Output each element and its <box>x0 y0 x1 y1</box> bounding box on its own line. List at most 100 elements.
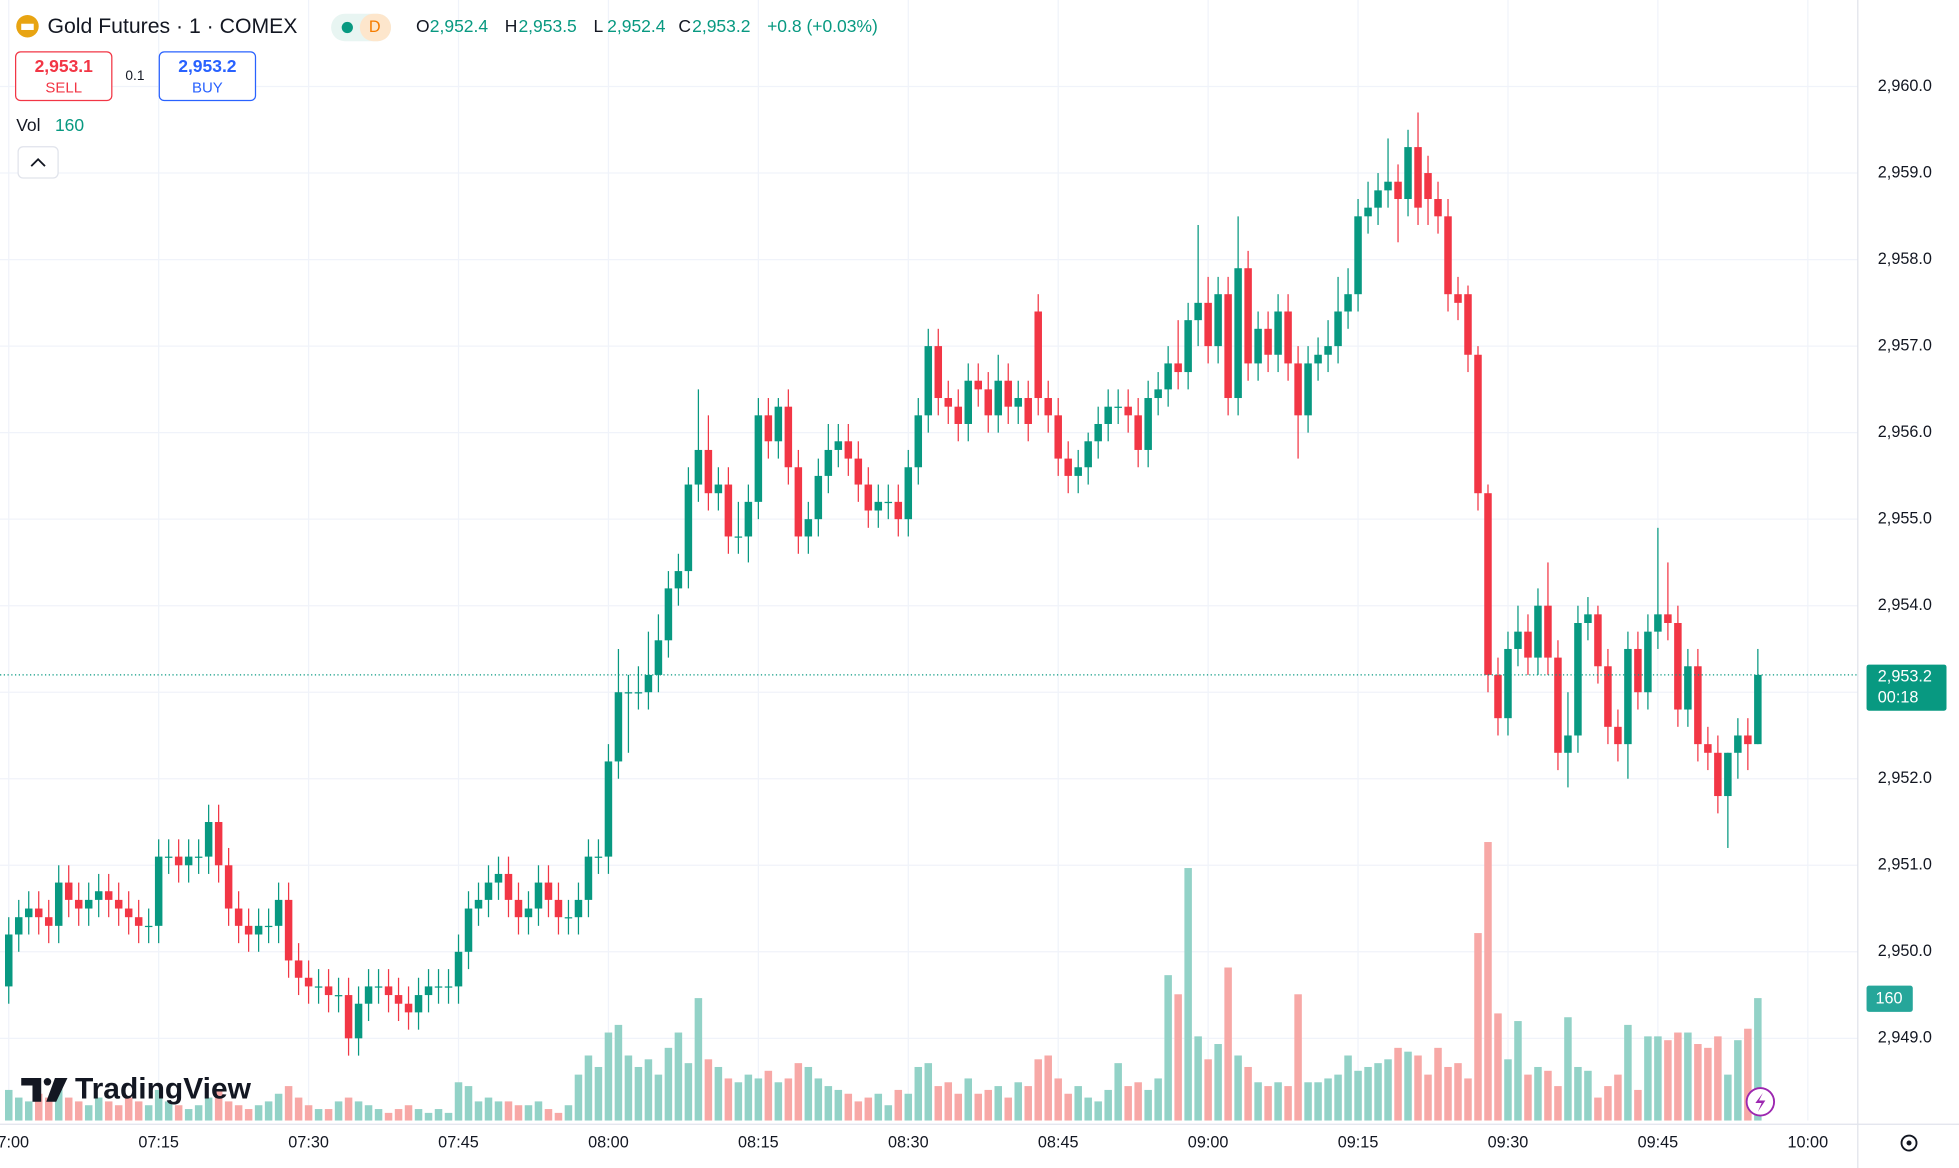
candle-body <box>874 501 883 511</box>
candle-body <box>834 441 843 450</box>
candle-body <box>334 995 343 997</box>
volume-bar <box>554 1112 563 1121</box>
x-tick-label: 09:00 <box>1188 1133 1229 1151</box>
volume-bar <box>1024 1086 1032 1121</box>
candle-body <box>164 856 173 858</box>
volume-bar <box>304 1105 313 1121</box>
candle-body <box>94 891 103 900</box>
candle-body <box>1414 147 1422 208</box>
candle-body <box>1394 181 1402 200</box>
buy-price: 2,953.2 <box>178 56 237 76</box>
buy-label: BUY <box>192 80 223 97</box>
candle-body <box>784 406 793 468</box>
volume-bar <box>724 1078 733 1121</box>
volume-bar <box>94 1097 103 1121</box>
candle-body <box>944 398 953 407</box>
volume-bar <box>294 1097 303 1121</box>
volume-bar <box>864 1097 873 1121</box>
volume-bar <box>834 1089 843 1121</box>
candle-body <box>1524 631 1532 658</box>
candle-body <box>254 925 263 935</box>
collapse-button[interactable] <box>17 146 59 179</box>
candle-body <box>714 484 723 494</box>
spread: 0.1 <box>125 68 144 83</box>
candle-body <box>1044 398 1052 416</box>
volume-bar <box>1504 1059 1512 1121</box>
volume-bar <box>124 1097 133 1121</box>
candle-body <box>1444 216 1452 295</box>
volume-bar <box>904 1093 913 1121</box>
volume-bar <box>464 1086 473 1121</box>
volume-bar <box>654 1074 663 1121</box>
candle-body <box>614 692 623 762</box>
candle-body <box>14 917 23 935</box>
volume-bar <box>614 1024 623 1121</box>
x-tick-label: 09:30 <box>1488 1133 1529 1151</box>
candle-body <box>344 995 353 1039</box>
candle-body <box>1484 493 1492 675</box>
candle-body <box>244 925 253 935</box>
watermark-text: TradingView <box>75 1072 252 1105</box>
candle-body <box>1374 190 1382 208</box>
candle-body <box>1284 311 1292 364</box>
candle-body <box>354 1003 363 1039</box>
candle-body <box>974 380 982 390</box>
volume-bar <box>434 1109 443 1121</box>
candle-body <box>744 501 753 537</box>
volume-bar <box>1154 1078 1162 1121</box>
volume-bar <box>1054 1078 1062 1121</box>
volume-bar <box>1294 994 1302 1121</box>
candle-body <box>504 873 513 900</box>
volume-bar <box>1194 1036 1202 1121</box>
candle-body <box>774 406 783 442</box>
candle-body <box>1334 311 1342 347</box>
volume-bar <box>1314 1082 1322 1121</box>
buy-button[interactable] <box>158 51 257 102</box>
volume-indicator-label[interactable]: Vol <box>16 115 40 135</box>
candle-body <box>1534 605 1542 658</box>
volume-bar <box>274 1093 283 1121</box>
candle-body <box>174 856 183 866</box>
candle-body <box>514 899 523 918</box>
volume-bar <box>1184 868 1192 1121</box>
candle-body <box>684 484 693 572</box>
symbol-title[interactable]: Gold Futures · 1 · COMEX <box>47 15 297 38</box>
volume-bar <box>54 1086 63 1121</box>
volume-bar <box>1074 1086 1082 1121</box>
candle-body <box>694 449 703 485</box>
volume-bar <box>844 1093 853 1121</box>
volume-bar <box>474 1101 483 1121</box>
volume-bar <box>64 1097 73 1121</box>
volume-bar <box>1694 1044 1702 1121</box>
volume-bar <box>1244 1066 1252 1121</box>
volume-bar <box>1434 1047 1442 1121</box>
volume-bar <box>34 1093 43 1121</box>
volume-bar <box>1004 1097 1012 1121</box>
volume-bar <box>744 1074 753 1121</box>
last-price: 2,953.2 <box>1878 667 1932 685</box>
volume-bar <box>984 1089 992 1121</box>
candle-body <box>1624 648 1632 745</box>
volume-indicator-value: 160 <box>55 115 84 135</box>
volume-bar <box>1524 1074 1532 1121</box>
volume-bar <box>1714 1036 1722 1121</box>
volume-bar <box>604 1032 613 1121</box>
volume-bar <box>1484 842 1492 1121</box>
settings-button[interactable] <box>1900 1134 1918 1152</box>
volume-bar <box>1104 1089 1112 1121</box>
logo-dot <box>43 1078 52 1086</box>
volume-bar <box>704 1059 713 1121</box>
sell-button[interactable] <box>14 51 113 102</box>
candle-body <box>1504 648 1512 719</box>
volume-bar <box>1704 1047 1712 1121</box>
volume-bar <box>994 1086 1002 1121</box>
volume-bar <box>624 1055 633 1121</box>
volume-bar <box>564 1105 573 1121</box>
volume-bar <box>804 1066 813 1121</box>
volume-bar <box>884 1105 893 1121</box>
y-tick-label: 2,960.0 <box>1878 77 1932 95</box>
candle-body <box>204 822 213 857</box>
quote-value: 2,952.4 <box>607 16 666 36</box>
volume-bar <box>1414 1055 1422 1121</box>
volume-bar <box>1014 1082 1022 1121</box>
